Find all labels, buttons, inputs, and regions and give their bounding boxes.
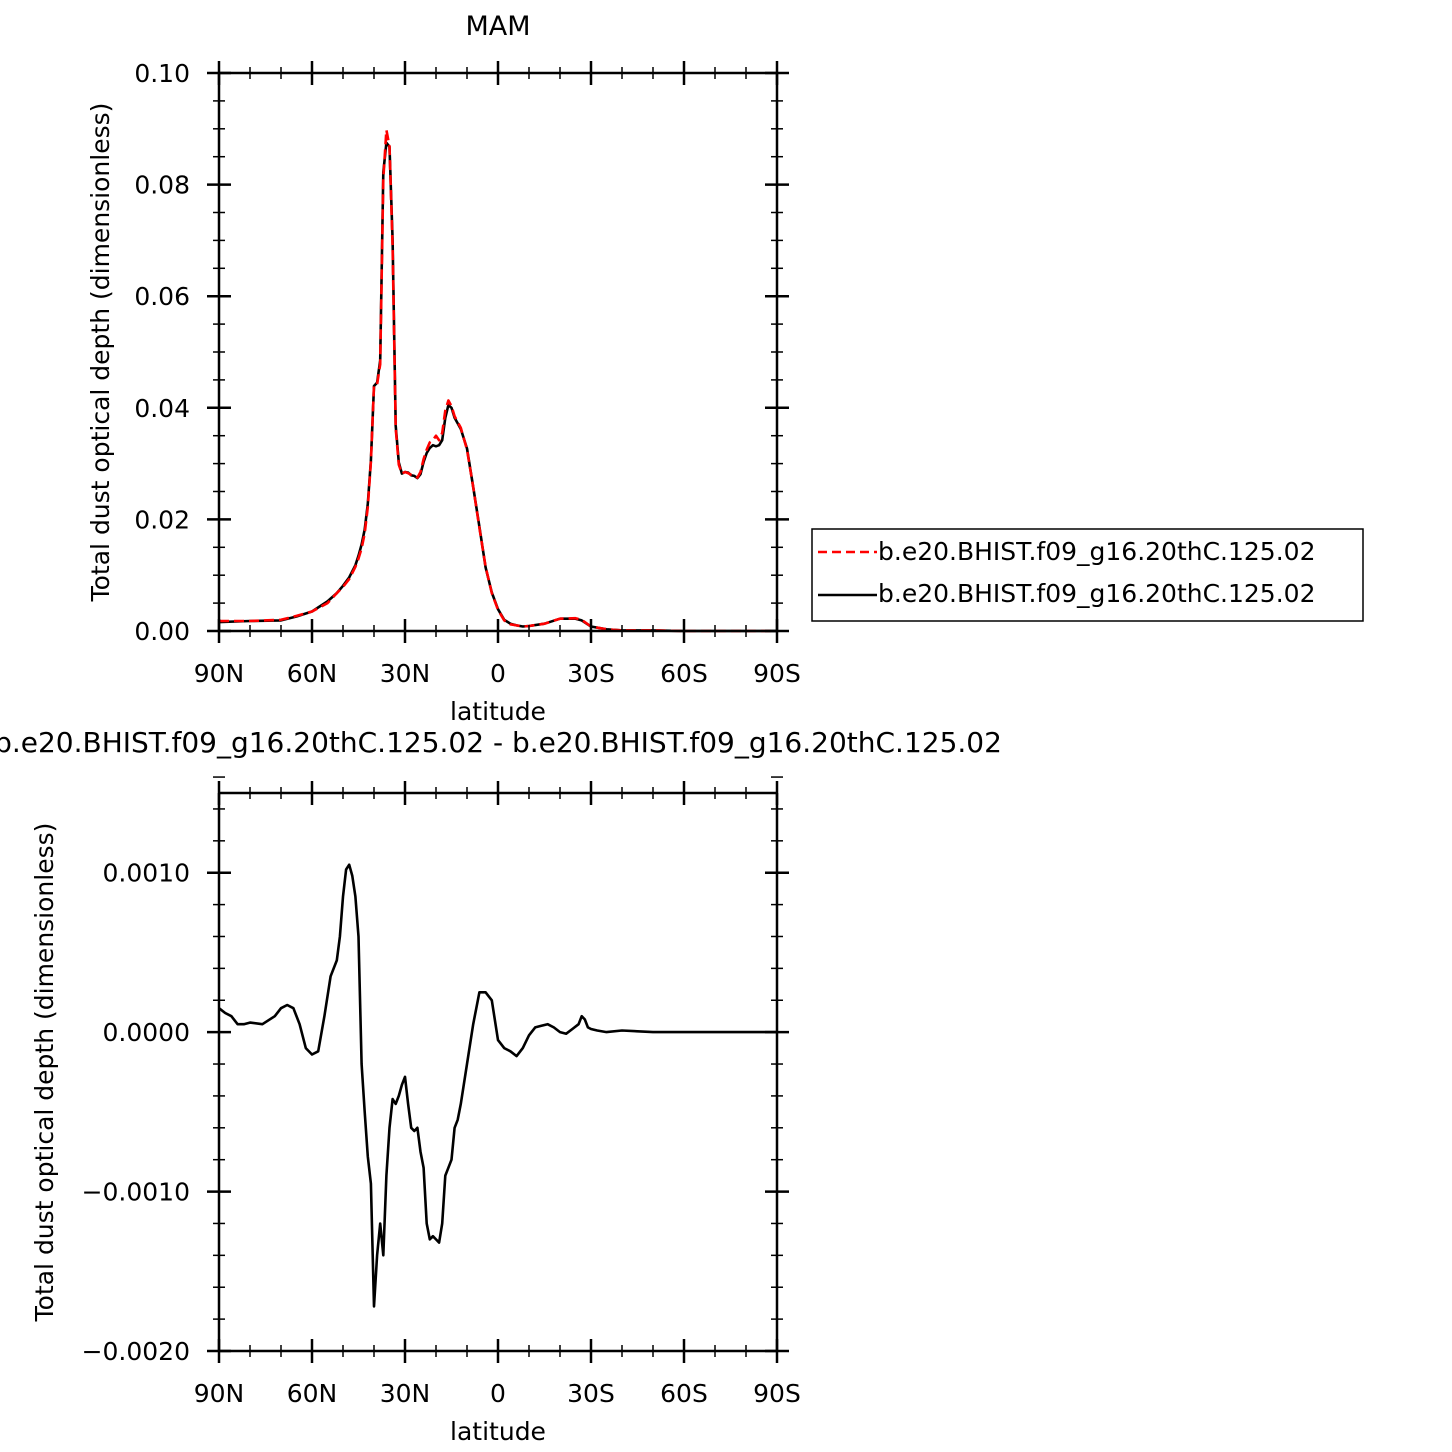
top-series-line-1 (219, 128, 777, 633)
bottom-x-tick-label: 90N (194, 1379, 245, 1408)
top-x-tick-label: 60S (660, 659, 708, 688)
legend-label-2: b.e20.BHIST.f09_g16.20thC.125.02 (878, 579, 1315, 608)
top-y-tick-label: 0.04 (134, 394, 190, 423)
bottom-x-tick-label: 30S (567, 1379, 615, 1408)
top-ticks: 90N 60N 30N 0 30S 60S 90S 0.00 0.02 0.04 0.06 0.08 0… (134, 59, 801, 688)
top-x-tick-label: 90N (194, 659, 245, 688)
top-y-tick-label: 0.08 (134, 171, 190, 200)
top-x-tick-label: 30S (567, 659, 615, 688)
top-series-lines (218, 128, 777, 633)
bottom-y-tick-label: −0.0020 (82, 1337, 190, 1366)
bottom-panel: b.e20.BHIST.f09_g16.20thC.125.02 - b.e20… (0, 726, 1002, 1446)
bottom-x-tick-label: 90S (753, 1379, 801, 1408)
top-x-tick-label: 0 (490, 659, 506, 688)
bottom-x-tick-label: 60N (287, 1379, 338, 1408)
bottom-y-axis-label: Total dust optical depth (dimensionless) (30, 823, 59, 1323)
top-x-tick-label: 90S (753, 659, 801, 688)
top-y-tick-label: 0.06 (134, 282, 190, 311)
top-y-tick-label: 0.10 (134, 59, 190, 88)
bottom-x-axis-label: latitude (450, 1417, 546, 1446)
bottom-y-tick-label: 0.0000 (103, 1018, 190, 1047)
top-title: MAM (465, 11, 530, 42)
top-plot-frame (217, 71, 779, 633)
top-x-tick-label: 30N (380, 659, 431, 688)
top-series-line-2 (218, 141, 777, 633)
bottom-x-tick-label: 60S (660, 1379, 708, 1408)
bottom-x-tick-label: 30N (380, 1379, 431, 1408)
bottom-ticks: 90N 60N 30N 0 30S 60S 90S 0.0010 0.0000 −0.0010 −0… (82, 776, 801, 1408)
legend-label-1: b.e20.BHIST.f09_g16.20thC.125.02 (878, 537, 1315, 566)
legend: b.e20.BHIST.f09_g16.20thC.125.02 b.e20.B… (811, 528, 1364, 622)
top-y-tick-label: 0.02 (134, 505, 190, 534)
top-x-tick-label: 60N (287, 659, 338, 688)
bottom-y-tick-label: 0.0010 (103, 859, 190, 888)
bottom-x-tick-label: 0 (490, 1379, 506, 1408)
bottom-title: b.e20.BHIST.f09_g16.20thC.125.02 - b.e20… (0, 726, 1002, 759)
bottom-series-lines (218, 863, 777, 1308)
bottom-series-line-1 (218, 863, 777, 1308)
bottom-y-tick-label: −0.0010 (82, 1178, 190, 1207)
top-x-axis-label: latitude (450, 697, 546, 726)
legend-box (811, 528, 1364, 622)
top-y-tick-label: 0.00 (134, 617, 190, 646)
top-y-axis-label: Total dust optical depth (dimensionless) (86, 103, 115, 603)
top-panel: MAM 90N 60N 30N 0 30S 60S 90S 0.00 0.02 0.04 0.06 0… (86, 11, 1364, 726)
